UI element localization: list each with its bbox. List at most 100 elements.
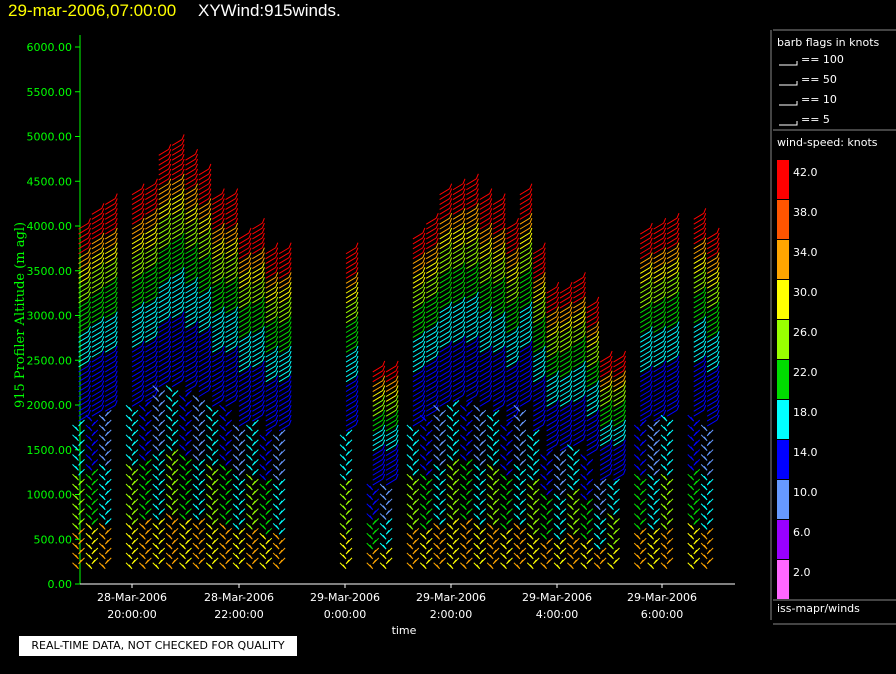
wind-barb bbox=[425, 360, 439, 373]
wind-barb bbox=[145, 222, 158, 235]
wind-barb bbox=[412, 498, 420, 506]
wind-barb bbox=[278, 242, 292, 255]
wind-barb bbox=[599, 518, 607, 525]
wind-barb bbox=[439, 301, 453, 314]
wind-barb bbox=[653, 345, 667, 358]
wind-barb bbox=[78, 291, 91, 304]
wind-barb bbox=[131, 498, 139, 506]
wind-barb bbox=[519, 375, 533, 388]
wind-barb bbox=[486, 523, 494, 530]
wind-barb bbox=[412, 331, 426, 343]
wind-barb bbox=[593, 562, 601, 570]
wind-barb bbox=[104, 449, 112, 456]
wind-barb bbox=[653, 459, 660, 466]
wind-barb bbox=[439, 360, 453, 373]
wind-barb bbox=[158, 252, 172, 265]
y-tick-label: 2000.00 bbox=[27, 399, 73, 412]
wind-barb bbox=[546, 518, 553, 525]
wind-barb bbox=[339, 532, 347, 540]
wind-barb bbox=[693, 311, 707, 324]
wind-barb bbox=[158, 316, 172, 329]
wind-barb bbox=[425, 468, 433, 476]
wind-barb bbox=[171, 134, 185, 146]
wind-barb bbox=[639, 227, 653, 240]
barb-profile bbox=[580, 296, 600, 570]
wind-barb bbox=[607, 483, 614, 491]
wind-barb bbox=[559, 385, 573, 397]
wind-barb bbox=[225, 193, 239, 205]
wind-barb bbox=[104, 262, 118, 274]
wind-barb bbox=[492, 478, 500, 486]
wind-barb bbox=[439, 439, 446, 447]
wind-barb bbox=[639, 252, 653, 265]
wind-barb bbox=[653, 439, 660, 447]
wind-barb bbox=[78, 311, 91, 324]
wind-barb bbox=[171, 168, 185, 181]
wind-barb bbox=[506, 232, 519, 245]
wind-barb bbox=[452, 409, 460, 417]
wind-barb bbox=[653, 390, 667, 402]
wind-barb bbox=[532, 508, 540, 515]
wind-barb bbox=[425, 247, 439, 260]
wind-barb bbox=[506, 272, 519, 284]
wind-barb bbox=[78, 405, 91, 417]
wind-barb bbox=[171, 355, 185, 368]
wind-barb bbox=[125, 404, 133, 412]
wind-barb bbox=[91, 217, 105, 230]
wind-barb bbox=[238, 277, 252, 289]
wind-barb bbox=[660, 483, 668, 491]
wind-barb bbox=[479, 527, 487, 535]
wind-barb bbox=[513, 463, 521, 471]
wind-barb bbox=[345, 508, 353, 515]
wind-barb bbox=[660, 414, 668, 422]
wind-barb bbox=[219, 414, 227, 422]
wind-barb bbox=[706, 409, 720, 422]
wind-barb bbox=[452, 355, 466, 368]
wind-barb bbox=[546, 429, 560, 442]
wind-barb bbox=[613, 547, 620, 555]
wind-barb bbox=[613, 518, 620, 525]
speed-level-label: 18.0 bbox=[793, 406, 818, 419]
wind-barb bbox=[492, 316, 506, 329]
wind-barb bbox=[639, 281, 653, 294]
wind-barb bbox=[639, 247, 653, 260]
wind-barb bbox=[104, 277, 118, 289]
wind-barb bbox=[519, 547, 527, 555]
wind-barb bbox=[700, 434, 708, 442]
wind-barb bbox=[452, 301, 466, 314]
wind-barb bbox=[666, 518, 674, 525]
wind-barb bbox=[526, 434, 534, 442]
wind-barb bbox=[446, 454, 454, 461]
wind-barb bbox=[211, 527, 219, 535]
wind-barb bbox=[446, 463, 454, 471]
wind-barb bbox=[506, 380, 519, 393]
wind-barb bbox=[185, 399, 192, 407]
wind-barb bbox=[372, 488, 380, 496]
wind-barb bbox=[693, 365, 707, 378]
wind-barb bbox=[586, 385, 600, 397]
wind-barb bbox=[567, 483, 574, 491]
barb-profile bbox=[165, 134, 185, 570]
wind-barb bbox=[278, 508, 286, 515]
wind-barb bbox=[145, 252, 158, 265]
wind-barb bbox=[171, 242, 185, 255]
wind-barb bbox=[479, 439, 487, 447]
wind-barb bbox=[198, 419, 206, 427]
barb-profile bbox=[553, 281, 573, 570]
wind-barb bbox=[185, 459, 192, 466]
wind-barb bbox=[452, 468, 460, 476]
wind-barb bbox=[232, 444, 240, 451]
wind-barb bbox=[466, 370, 479, 383]
barb-legend-title: barb flags in knots bbox=[777, 36, 880, 49]
wind-barb bbox=[125, 463, 133, 471]
wind-barb bbox=[192, 454, 200, 461]
wind-barb bbox=[706, 306, 720, 319]
wind-barb bbox=[452, 188, 466, 201]
wind-barb bbox=[412, 301, 426, 314]
wind-barb bbox=[366, 542, 374, 550]
wind-barb bbox=[439, 419, 446, 427]
wind-barb bbox=[412, 237, 426, 250]
wind-barb bbox=[272, 493, 280, 501]
wind-barb bbox=[78, 217, 91, 230]
wind-barb bbox=[439, 326, 453, 338]
